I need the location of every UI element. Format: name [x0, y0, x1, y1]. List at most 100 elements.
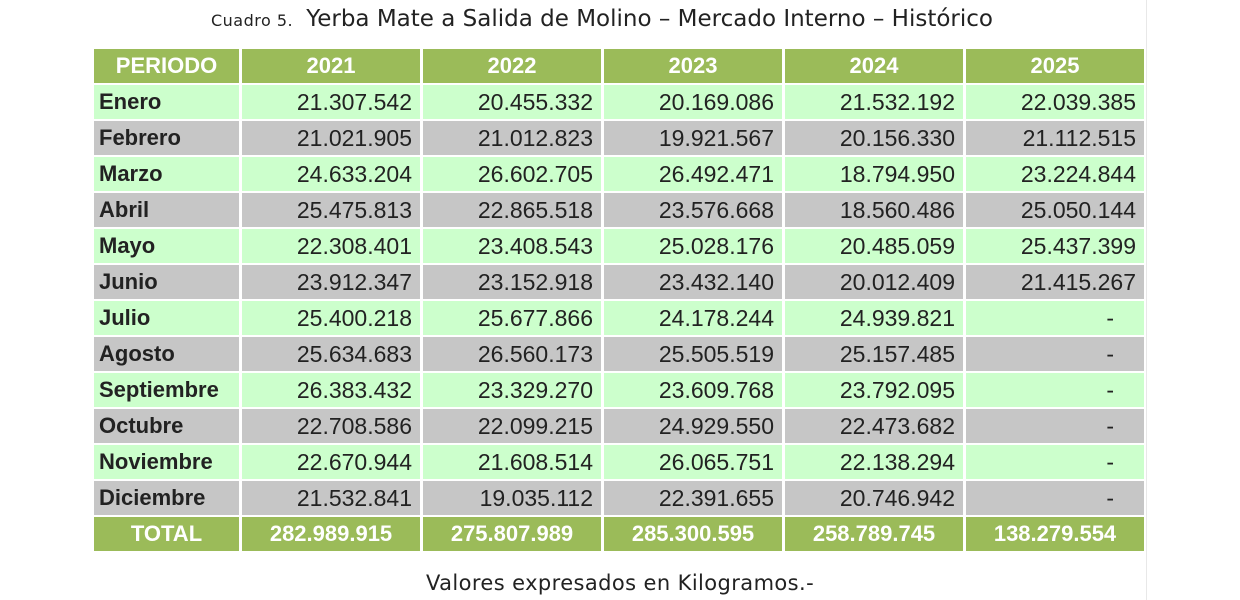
value-cell: 18.794.950	[785, 157, 963, 191]
value-cell: 25.437.399	[966, 229, 1144, 263]
value-cell: 23.432.140	[604, 265, 782, 299]
table-body: Enero 21.307.542 20.455.332 20.169.086 21.53…	[94, 85, 1144, 551]
header-year-2025: 2025	[966, 49, 1144, 83]
value-cell: 25.028.176	[604, 229, 782, 263]
month-label: Septiembre	[94, 373, 239, 407]
total-row: TOTAL 282.989.915 275.807.989 285.300.595 25…	[94, 517, 1144, 551]
total-label: TOTAL	[94, 517, 239, 551]
table-header-row: PERIODO 2021 2022 2023 2024 2025	[94, 49, 1144, 83]
header-year-2023: 2023	[604, 49, 782, 83]
value-cell: 22.473.682	[785, 409, 963, 443]
value-cell: 23.792.095	[785, 373, 963, 407]
value-cell: 18.560.486	[785, 193, 963, 227]
value-cell: 22.138.294	[785, 445, 963, 479]
value-cell: 25.505.519	[604, 337, 782, 371]
value-cell: 25.400.218	[242, 301, 420, 335]
table-row: Enero 21.307.542 20.455.332 20.169.086 21.53…	[94, 85, 1144, 119]
value-cell: 22.865.518	[423, 193, 601, 227]
units-note: Valores expresados en Kilogramos.-	[425, 571, 815, 595]
header-year-2024: 2024	[785, 49, 963, 83]
value-cell: 25.157.485	[785, 337, 963, 371]
table-row: Junio 23.912.347 23.152.918 23.432.140 20.01…	[94, 265, 1144, 299]
data-table-container: PERIODO 2021 2022 2023 2024 2025 Enero 21.307.…	[91, 47, 1146, 553]
value-cell: -	[966, 481, 1144, 515]
value-cell: 25.050.144	[966, 193, 1144, 227]
value-cell: 24.633.204	[242, 157, 420, 191]
value-cell: 24.939.821	[785, 301, 963, 335]
value-cell: 24.929.550	[604, 409, 782, 443]
table-title: Cuadro 5. Yerba Mate a Salida de Molino …	[0, 6, 1240, 40]
month-label: Junio	[94, 265, 239, 299]
table-row: Octubre 22.708.586 22.099.215 24.929.550 22.…	[94, 409, 1144, 443]
table-row: Agosto 25.634.683 26.560.173 25.505.519 25.1…	[94, 337, 1144, 371]
month-label: Julio	[94, 301, 239, 335]
value-cell: 23.152.918	[423, 265, 601, 299]
value-cell: -	[966, 409, 1144, 443]
table-row: Julio 25.400.218 25.677.866 24.178.244 24.93…	[94, 301, 1144, 335]
value-cell: 20.156.330	[785, 121, 963, 155]
month-label: Marzo	[94, 157, 239, 191]
value-cell: 21.415.267	[966, 265, 1144, 299]
month-label: Noviembre	[94, 445, 239, 479]
value-cell: 26.560.173	[423, 337, 601, 371]
value-cell: 22.708.586	[242, 409, 420, 443]
value-cell: -	[966, 373, 1144, 407]
production-table: PERIODO 2021 2022 2023 2024 2025 Enero 21.307.…	[91, 47, 1147, 553]
total-value-cell: 275.807.989	[423, 517, 601, 551]
month-label: Febrero	[94, 121, 239, 155]
value-cell: 25.475.813	[242, 193, 420, 227]
value-cell: 22.099.215	[423, 409, 601, 443]
value-cell: 20.485.059	[785, 229, 963, 263]
page-edge-line	[1146, 0, 1147, 600]
value-cell: 26.492.471	[604, 157, 782, 191]
value-cell: 22.308.401	[242, 229, 420, 263]
value-cell: 26.383.432	[242, 373, 420, 407]
value-cell: 25.677.866	[423, 301, 601, 335]
value-cell: -	[966, 301, 1144, 335]
value-cell: 20.169.086	[604, 85, 782, 119]
table-row: Mayo 22.308.401 23.408.543 25.028.176 20.485…	[94, 229, 1144, 263]
table-row: Marzo 24.633.204 26.602.705 26.492.471 18.79…	[94, 157, 1144, 191]
total-value-cell: 138.279.554	[966, 517, 1144, 551]
value-cell: 21.608.514	[423, 445, 601, 479]
value-cell: -	[966, 337, 1144, 371]
value-cell: 22.039.385	[966, 85, 1144, 119]
value-cell: 20.455.332	[423, 85, 601, 119]
total-value-cell: 258.789.745	[785, 517, 963, 551]
month-label: Octubre	[94, 409, 239, 443]
value-cell: 21.532.192	[785, 85, 963, 119]
value-cell: 21.012.823	[423, 121, 601, 155]
month-label: Diciembre	[94, 481, 239, 515]
value-cell: 20.012.409	[785, 265, 963, 299]
value-cell: 19.921.567	[604, 121, 782, 155]
value-cell: 26.065.751	[604, 445, 782, 479]
value-cell: 23.329.270	[423, 373, 601, 407]
month-label: Mayo	[94, 229, 239, 263]
value-cell: -	[966, 445, 1144, 479]
value-cell: 21.021.905	[242, 121, 420, 155]
value-cell: 21.307.542	[242, 85, 420, 119]
value-cell: 19.035.112	[423, 481, 601, 515]
value-cell: 20.746.942	[785, 481, 963, 515]
table-title-text: Yerba Mate a Salida de Molino – Mercado …	[306, 6, 993, 32]
header-year-2021: 2021	[242, 49, 420, 83]
table-row: Noviembre 22.670.944 21.608.514 26.065.751 2…	[94, 445, 1144, 479]
table-row: Febrero 21.021.905 21.012.823 19.921.567 20.…	[94, 121, 1144, 155]
header-periodo: PERIODO	[94, 49, 239, 83]
value-cell: 23.576.668	[604, 193, 782, 227]
value-cell: 25.634.683	[242, 337, 420, 371]
total-value-cell: 282.989.915	[242, 517, 420, 551]
value-cell: 23.408.543	[423, 229, 601, 263]
total-value-cell: 285.300.595	[604, 517, 782, 551]
table-row: Abril 25.475.813 22.865.518 23.576.668 18.56…	[94, 193, 1144, 227]
value-cell: 23.224.844	[966, 157, 1144, 191]
value-cell: 23.912.347	[242, 265, 420, 299]
header-year-2022: 2022	[423, 49, 601, 83]
value-cell: 21.112.515	[966, 121, 1144, 155]
month-label: Agosto	[94, 337, 239, 371]
table-number: Cuadro 5.	[210, 11, 294, 30]
month-label: Abril	[94, 193, 239, 227]
value-cell: 26.602.705	[423, 157, 601, 191]
value-cell: 22.391.655	[604, 481, 782, 515]
value-cell: 23.609.768	[604, 373, 782, 407]
